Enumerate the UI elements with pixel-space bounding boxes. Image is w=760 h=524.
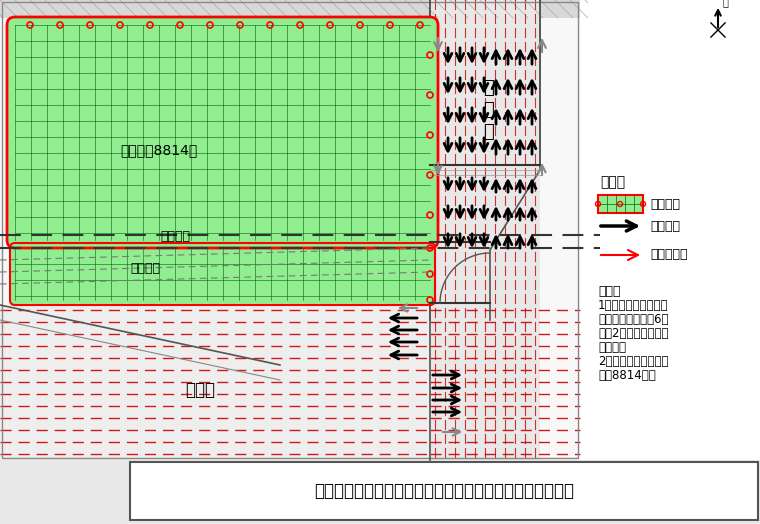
Bar	[598, 195, 643, 213]
Text: 围挡8814㎡。: 围挡8814㎡。	[598, 369, 656, 382]
Text: 道及2个非机动车道通: 道及2个非机动车道通	[598, 327, 669, 340]
Text: 纺北路: 纺北路	[185, 381, 215, 399]
Bar	[2, 2, 578, 458]
Text: 施工围挡: 施工围挡	[650, 198, 680, 211]
Text: 图例：: 图例：	[600, 175, 625, 189]
Bar	[0, 0, 580, 18]
Text: 明挖区间: 明挖区间	[130, 261, 160, 275]
Text: 明路南北方向双向6车: 明路南北方向双向6车	[598, 313, 669, 326]
Text: 纺三路站～纺织城站区间明挖段二期施工围挡及交通疏解图: 纺三路站～纺织城站区间明挖段二期施工围挡及交通疏解图	[314, 482, 574, 500]
Bar	[588, 0, 760, 460]
Text: 机动车道: 机动车道	[650, 220, 680, 233]
Text: 1、施工期间，保证柳: 1、施工期间，保证柳	[598, 299, 669, 312]
Bar	[0, 305, 430, 460]
Bar	[580, 0, 760, 460]
Bar	[0, 0, 580, 460]
Text: 2、明挖区间二期施工: 2、明挖区间二期施工	[598, 355, 669, 368]
Text: 围挡面积8814㎡: 围挡面积8814㎡	[120, 143, 198, 157]
Text: 说明：: 说明：	[598, 285, 620, 298]
Bar	[130, 462, 758, 520]
FancyBboxPatch shape	[7, 17, 438, 248]
Text: 北: 北	[723, 0, 729, 7]
Bar	[430, 0, 540, 460]
FancyBboxPatch shape	[10, 243, 435, 305]
Text: 行能力。: 行能力。	[598, 341, 626, 354]
Text: 柳
明
路: 柳 明 路	[483, 79, 493, 141]
Text: 非机动车道: 非机动车道	[650, 248, 688, 261]
Text: 明挖区间: 明挖区间	[160, 231, 190, 244]
